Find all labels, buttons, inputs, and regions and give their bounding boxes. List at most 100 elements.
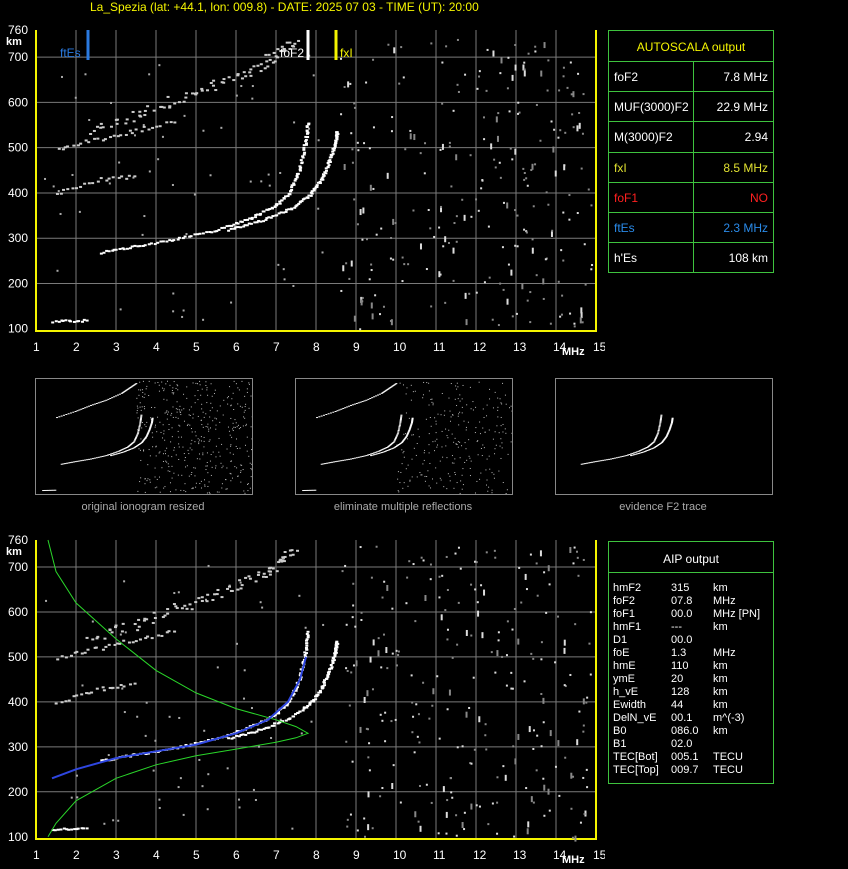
thumb-trace xyxy=(127,446,130,448)
thumb-trace xyxy=(398,426,401,428)
autoscala-key: fxI xyxy=(614,160,627,175)
trace-point-2 xyxy=(168,106,172,109)
thumb-trace xyxy=(658,443,661,445)
x-tick-label: 13 xyxy=(513,848,527,862)
noise-dot xyxy=(496,135,499,142)
trace-point-2 xyxy=(160,105,164,108)
noise-dot xyxy=(543,571,546,574)
thumb-noise xyxy=(504,394,506,396)
trace-point-2E xyxy=(67,699,71,702)
thumb-trace xyxy=(671,418,674,420)
trace-point-2 xyxy=(143,617,147,620)
trace-point-2 xyxy=(281,50,285,53)
thumb-noise xyxy=(143,449,145,451)
noise-dot xyxy=(351,760,354,763)
thumb-noise xyxy=(489,388,491,390)
thumb-trace xyxy=(402,440,405,442)
thumb-noise xyxy=(177,474,179,476)
noise-dot xyxy=(505,684,508,687)
noise-dot xyxy=(381,787,384,790)
thumb-noise xyxy=(480,447,482,449)
trace-point-2 xyxy=(200,87,204,90)
thumb-noise xyxy=(210,454,212,456)
thumb-trace xyxy=(353,403,356,405)
noise-dot xyxy=(522,167,525,170)
noise-dot xyxy=(395,664,398,667)
thumb-trace xyxy=(626,454,629,456)
noise-dot xyxy=(193,193,196,196)
thumb-trace xyxy=(650,448,653,450)
thumb-trace xyxy=(60,463,63,465)
thumb-trace xyxy=(582,463,585,465)
trace-point-3E xyxy=(118,642,122,645)
trace-point-2E xyxy=(111,686,115,689)
thumb-trace xyxy=(138,444,141,446)
thumb-noise xyxy=(201,408,203,410)
thumb-noise xyxy=(440,414,442,416)
trace-point-0 xyxy=(301,155,305,158)
trace-point-0 xyxy=(282,706,286,709)
trace-point-0 xyxy=(149,242,153,245)
noise-dot xyxy=(56,269,59,272)
thumb-trace xyxy=(60,415,63,417)
trace-point-3E xyxy=(131,641,135,644)
noise-dot xyxy=(470,215,473,218)
thumb-noise xyxy=(447,437,449,439)
trace-point-0 xyxy=(136,245,140,248)
trace-point-0 xyxy=(262,210,266,213)
thumb-trace xyxy=(86,459,89,461)
noise-dot xyxy=(480,187,483,190)
trace-point-1 xyxy=(321,173,325,176)
thumb-trace xyxy=(122,451,125,453)
thumb-trace xyxy=(111,452,114,454)
noise-dot xyxy=(548,809,551,812)
thumb-trace xyxy=(45,489,48,491)
aip-key: B0 xyxy=(613,725,627,737)
noise-dot xyxy=(413,134,416,141)
thumb-noise xyxy=(408,417,410,419)
noise-dot xyxy=(356,223,359,226)
thumb-trace xyxy=(49,489,52,491)
noise-dot xyxy=(525,177,528,180)
thumb-trace xyxy=(149,427,152,429)
thumb-noise xyxy=(484,431,486,433)
thumb-trace xyxy=(93,457,96,459)
trace-point-2 xyxy=(280,45,284,48)
thumb-noise xyxy=(455,443,457,445)
thumb-trace xyxy=(397,430,400,432)
noise-dot xyxy=(569,312,572,315)
thumb-trace xyxy=(139,423,142,425)
thumb-noise xyxy=(430,398,432,400)
trace-point-2E xyxy=(119,684,123,687)
thumb-noise xyxy=(194,431,196,433)
noise-dot xyxy=(445,45,448,48)
aip-row-tec-top-: TEC[Top] 009.7 TECU xyxy=(613,764,771,777)
aip-value: 20 xyxy=(671,673,684,685)
thumb-noise xyxy=(441,392,443,394)
thumb-noise xyxy=(452,414,454,416)
trace-point-2 xyxy=(152,109,156,112)
marker-foF2-label: foF2 xyxy=(280,46,304,60)
trace-point-0 xyxy=(275,712,279,715)
thumb-trace xyxy=(113,396,116,398)
thumb-noise xyxy=(468,455,470,457)
thumb-noise xyxy=(463,420,465,422)
thumb-trace xyxy=(654,438,657,440)
thumb-noise xyxy=(435,423,437,425)
noise-dot xyxy=(91,620,94,623)
x-tick-label: 10 xyxy=(393,848,407,862)
trace-point-1 xyxy=(250,731,254,734)
thumb-trace xyxy=(146,433,149,435)
noise-dot xyxy=(81,684,84,687)
noise-dot xyxy=(123,580,126,583)
thumb-noise xyxy=(220,462,222,464)
thumb-trace xyxy=(409,426,412,428)
trace-point-2 xyxy=(254,580,258,583)
thumb-trace xyxy=(125,446,128,448)
thumb-noise xyxy=(171,465,173,467)
noise-dot xyxy=(558,794,561,797)
trace-point-3E xyxy=(119,134,123,137)
thumb-noise xyxy=(167,463,169,465)
noise-dot xyxy=(444,236,447,243)
noise-dot xyxy=(432,688,435,695)
